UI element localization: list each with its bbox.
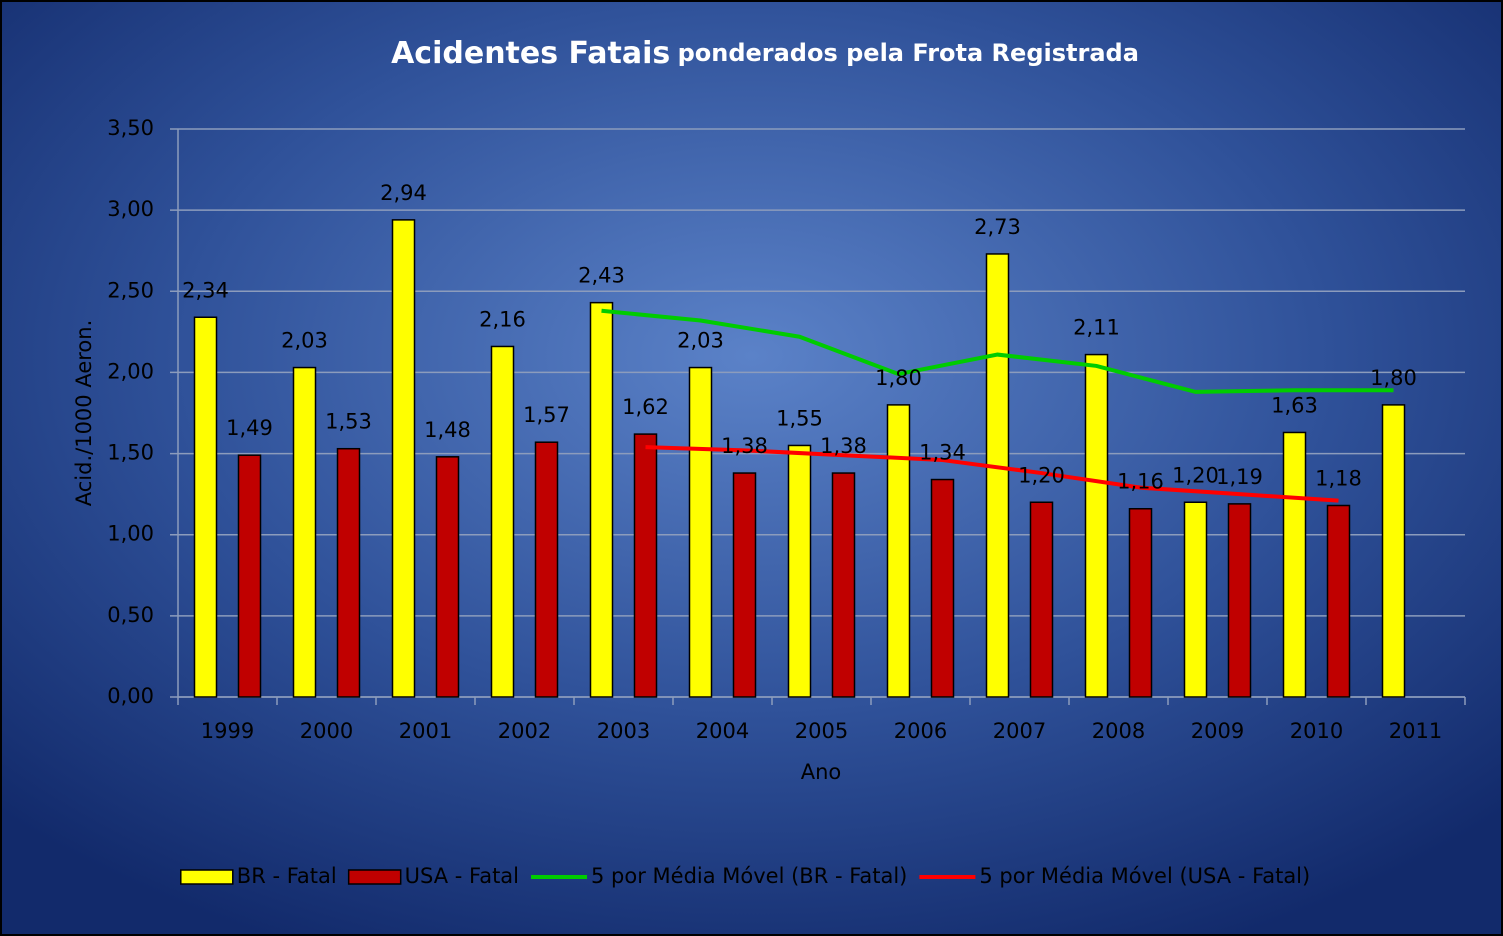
x-tick-label: 2002 bbox=[498, 719, 551, 743]
data-label: 1,20 bbox=[1172, 463, 1219, 487]
bar bbox=[237, 454, 262, 698]
moving-average-line bbox=[645, 445, 1339, 503]
title-sub: ponderados pela Frota Registrada bbox=[678, 39, 1139, 67]
data-label: 2,94 bbox=[380, 181, 427, 205]
x-tick-label: 2011 bbox=[1389, 719, 1442, 743]
bar bbox=[193, 316, 218, 698]
legend-label: 5 por Média Móvel (USA - Fatal) bbox=[979, 864, 1310, 888]
bar bbox=[435, 456, 460, 698]
data-label: 1,34 bbox=[919, 441, 966, 465]
data-label: 2,34 bbox=[182, 278, 229, 302]
y-tick-label: 3,00 bbox=[107, 197, 154, 221]
bar bbox=[391, 219, 416, 698]
legend-swatch bbox=[347, 869, 402, 885]
y-tick-label: 1,50 bbox=[107, 441, 154, 465]
x-tick-label: 2009 bbox=[1191, 719, 1244, 743]
x-tick-label: 2010 bbox=[1290, 719, 1343, 743]
bar bbox=[1326, 504, 1351, 698]
data-label: 1,19 bbox=[1216, 465, 1263, 489]
data-label: 1,57 bbox=[523, 403, 570, 427]
data-label: 2,43 bbox=[578, 264, 625, 288]
bar bbox=[534, 441, 559, 698]
x-tick-label: 2004 bbox=[696, 719, 749, 743]
x-tick-label: 1999 bbox=[201, 719, 254, 743]
bar bbox=[688, 366, 713, 698]
data-label: 1,55 bbox=[776, 406, 823, 430]
data-label: 1,16 bbox=[1117, 470, 1164, 494]
x-tick-label: 2003 bbox=[597, 719, 650, 743]
y-tick-label: 1,00 bbox=[107, 522, 154, 546]
moving-average-line bbox=[601, 308, 1394, 394]
bar bbox=[930, 478, 955, 698]
bar bbox=[1029, 501, 1054, 698]
data-label: 1,63 bbox=[1271, 393, 1318, 417]
data-label: 2,11 bbox=[1073, 316, 1120, 340]
data-label: 1,20 bbox=[1018, 463, 1065, 487]
data-label: 2,73 bbox=[974, 215, 1021, 239]
x-tick-label: 2006 bbox=[894, 719, 947, 743]
data-label: 1,38 bbox=[721, 434, 768, 458]
x-tick-label: 2007 bbox=[993, 719, 1046, 743]
legend-swatch bbox=[180, 869, 234, 885]
y-tick-label: 2,00 bbox=[107, 359, 154, 383]
y-tick-label: 2,50 bbox=[107, 278, 154, 302]
bar bbox=[633, 433, 658, 698]
data-label: 2,03 bbox=[281, 329, 328, 353]
data-label: 1,48 bbox=[424, 418, 471, 442]
bar bbox=[490, 345, 515, 698]
data-label: 1,18 bbox=[1315, 467, 1362, 491]
data-label: 1,38 bbox=[820, 434, 867, 458]
data-label: 1,80 bbox=[1370, 366, 1417, 390]
legend-label: 5 por Média Móvel (BR - Fatal) bbox=[591, 864, 907, 888]
bar bbox=[292, 366, 317, 698]
y-tick-label: 0,50 bbox=[107, 603, 154, 627]
x-axis-title: Ano bbox=[801, 760, 842, 784]
data-label: 1,53 bbox=[325, 410, 372, 434]
bar bbox=[1282, 431, 1307, 698]
bar bbox=[336, 447, 361, 698]
x-tick-label: 2008 bbox=[1092, 719, 1145, 743]
bar bbox=[985, 253, 1010, 698]
x-tick-label: 2001 bbox=[399, 719, 452, 743]
bar bbox=[1084, 353, 1109, 698]
legend-label: BR - Fatal bbox=[237, 864, 337, 888]
chart-title: Acidentes Fatais ponderados pela Frota R… bbox=[391, 36, 1139, 71]
bar bbox=[1227, 503, 1252, 698]
bar bbox=[732, 472, 757, 698]
data-label: 2,16 bbox=[479, 307, 526, 331]
bar bbox=[831, 472, 856, 698]
bar bbox=[589, 301, 614, 698]
bar bbox=[787, 444, 812, 698]
data-label: 1,49 bbox=[226, 416, 273, 440]
bar bbox=[1128, 507, 1153, 698]
bar bbox=[1381, 404, 1406, 698]
data-label: 1,80 bbox=[875, 366, 922, 390]
data-label: 2,03 bbox=[677, 329, 724, 353]
y-tick-label: 0,00 bbox=[107, 684, 154, 708]
x-tick-label: 2005 bbox=[795, 719, 848, 743]
legend-label: USA - Fatal bbox=[405, 864, 519, 888]
title-main: Acidentes Fatais bbox=[391, 36, 670, 71]
bar bbox=[1183, 501, 1208, 698]
y-tick-label: 3,50 bbox=[107, 116, 154, 140]
y-axis-title: Acid./1000 Aeron. bbox=[72, 320, 96, 507]
bar bbox=[886, 404, 911, 698]
x-tick-label: 2000 bbox=[300, 719, 353, 743]
data-label: 1,62 bbox=[622, 395, 669, 419]
